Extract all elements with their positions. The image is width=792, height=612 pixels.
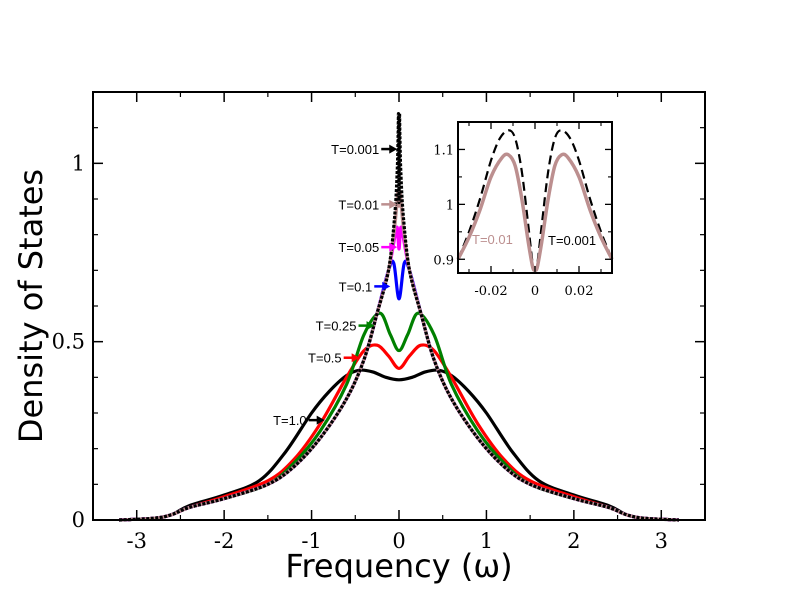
inset-x-tick-label: 0 bbox=[531, 284, 539, 299]
inset-tick-labels: -0.02 0 0.02 0.9 1 1.1 bbox=[433, 143, 593, 299]
inset-label-t0001: T=0.001 bbox=[548, 233, 596, 248]
inset-y-tick-label: 0.9 bbox=[433, 253, 454, 268]
x-tick-label: -3 bbox=[126, 529, 146, 553]
annotation-t-0-001: T=0.001 bbox=[331, 142, 398, 157]
y-tick-label: 1 bbox=[72, 151, 85, 175]
inset-plot: -0.02 0 0.02 0.9 1 1.1 T=0.01 T=0.001 bbox=[433, 121, 614, 299]
x-tick-label: -2 bbox=[214, 529, 234, 553]
inset-x-tick-label: 0.02 bbox=[565, 284, 594, 299]
inset-ticks bbox=[458, 122, 612, 273]
annotation-t-0-05: T=0.05 bbox=[338, 240, 398, 255]
annotation-label: T=0.25 bbox=[316, 319, 357, 334]
series-line-t-0-001 bbox=[119, 112, 679, 522]
annotation-label: T=0.1 bbox=[339, 279, 373, 294]
annotation-t-0-01: T=0.01 bbox=[338, 197, 398, 212]
inset-y-tick-label: 1 bbox=[446, 198, 454, 213]
x-axis-title: Frequency (ω) bbox=[285, 547, 512, 585]
x-tick-label: 2 bbox=[567, 529, 580, 553]
annotation-t-1-0: T=1.0 bbox=[273, 413, 325, 428]
inset-x-tick-label: -0.02 bbox=[474, 284, 507, 299]
annotation-arrow-head bbox=[382, 281, 391, 291]
x-tick-label: 0 bbox=[392, 529, 405, 553]
main-curves bbox=[119, 112, 679, 522]
annotation-arrow-head bbox=[389, 144, 398, 154]
annotation-arrow-head bbox=[389, 242, 398, 252]
annotation-arrow-head bbox=[389, 199, 398, 209]
annotation-t-0-25: T=0.25 bbox=[316, 319, 375, 334]
main-plot: -3 -2 -1 0 1 2 3 0 0.5 1 T=0.001 T=0.01 T=0.05 T=0.1… bbox=[52, 91, 706, 553]
y-tick-label: 0.5 bbox=[52, 330, 85, 354]
annotation-arrow-head bbox=[351, 353, 360, 363]
main-tick-labels: -3 -2 -1 0 1 2 3 0 0.5 1 bbox=[52, 151, 668, 553]
main-annotations: T=0.001 T=0.01 T=0.05 T=0.1 T=0.25 T=0.5 T=1.0 bbox=[273, 142, 398, 428]
annotation-label: T=0.05 bbox=[338, 240, 379, 255]
x-tick-label: -1 bbox=[301, 529, 321, 553]
annotation-label: T=1.0 bbox=[273, 413, 307, 428]
annotation-t-0-1: T=0.1 bbox=[339, 279, 391, 294]
inset-label-t001: T=0.01 bbox=[472, 232, 513, 247]
series-line-t-1-0 bbox=[119, 368, 679, 522]
y-axis-title: Density of States bbox=[12, 169, 50, 443]
annotation-label: T=0.5 bbox=[308, 351, 342, 366]
series-line-t-0-5 bbox=[119, 343, 679, 522]
annotation-t-0-5: T=0.5 bbox=[308, 351, 360, 366]
inset-y-tick-label: 1.1 bbox=[433, 143, 454, 158]
y-tick-label: 0 bbox=[72, 508, 85, 532]
annotation-arrow-head bbox=[316, 415, 325, 425]
annotation-arrow-head bbox=[366, 321, 375, 331]
x-tick-label: 1 bbox=[480, 529, 493, 553]
annotation-label: T=0.001 bbox=[331, 142, 379, 157]
x-tick-label: 3 bbox=[655, 529, 668, 553]
annotation-label: T=0.01 bbox=[338, 197, 379, 212]
main-ticks bbox=[92, 91, 706, 521]
